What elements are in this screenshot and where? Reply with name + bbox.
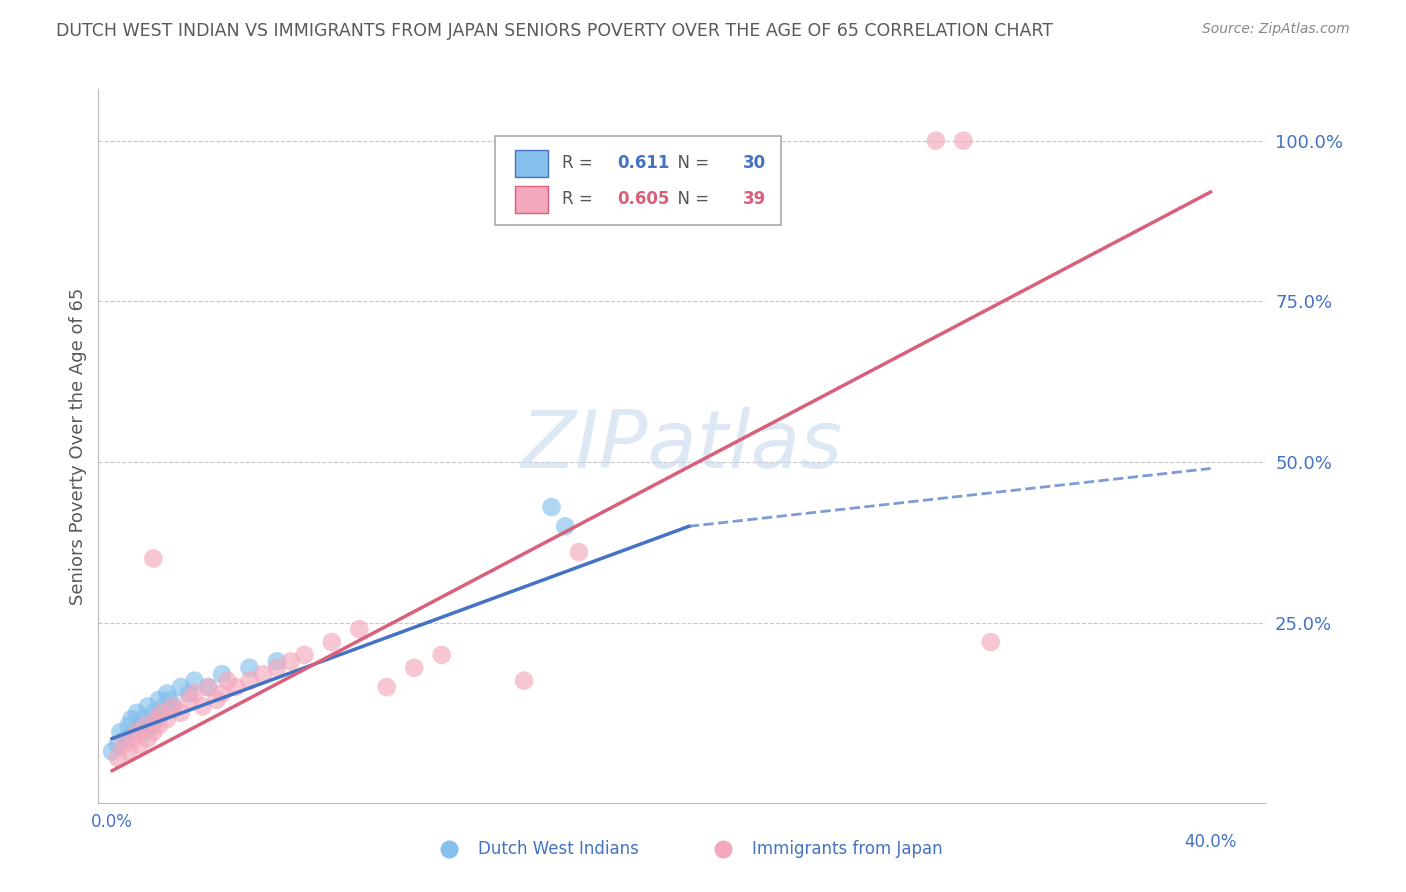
Text: DUTCH WEST INDIAN VS IMMIGRANTS FROM JAPAN SENIORS POVERTY OVER THE AGE OF 65 CO: DUTCH WEST INDIAN VS IMMIGRANTS FROM JAP… [56, 22, 1053, 40]
Point [170, 706, 193, 720]
Point [430, 648, 453, 662]
Text: R =: R = [562, 190, 598, 208]
Point [153, 699, 176, 714]
Point [217, 673, 239, 688]
Text: R =: R = [562, 154, 598, 172]
Text: N =: N = [666, 154, 714, 172]
Point [134, 725, 156, 739]
Text: 30: 30 [742, 154, 766, 172]
Point [117, 719, 139, 733]
Point [375, 680, 398, 694]
Point [122, 725, 145, 739]
Point [191, 699, 214, 714]
Point [148, 693, 170, 707]
Text: N =: N = [666, 190, 714, 208]
Point [122, 731, 145, 746]
Point [266, 654, 288, 668]
Bar [515, 150, 548, 177]
Point [128, 719, 150, 733]
Point [156, 712, 179, 726]
Point [115, 731, 138, 746]
Point [280, 654, 302, 668]
Text: Immigrants from Japan: Immigrants from Japan [752, 840, 942, 858]
Bar [515, 186, 548, 212]
Point [404, 661, 426, 675]
Point [145, 712, 167, 726]
Point [142, 725, 165, 739]
Point [238, 661, 260, 675]
Point [150, 706, 173, 720]
Point [197, 680, 219, 694]
Point [183, 686, 205, 700]
Text: 0.605: 0.605 [617, 190, 671, 208]
Point [159, 693, 181, 707]
Point [136, 731, 159, 746]
Point [107, 751, 129, 765]
Point [211, 686, 233, 700]
Text: 0.611: 0.611 [617, 154, 671, 172]
Y-axis label: Seniors Poverty Over the Age of 65: Seniors Poverty Over the Age of 65 [69, 287, 87, 605]
Point [252, 667, 274, 681]
Point [136, 699, 159, 714]
Point [162, 699, 184, 714]
Point [925, 134, 948, 148]
Point [145, 712, 167, 726]
Point [197, 680, 219, 694]
Point [125, 706, 148, 720]
Text: 39: 39 [742, 190, 766, 208]
Point [292, 648, 315, 662]
Point [177, 686, 200, 700]
Text: 40.0%: 40.0% [1184, 833, 1237, 851]
Point [101, 744, 124, 758]
Point [142, 551, 165, 566]
Point [162, 699, 184, 714]
Point [540, 500, 562, 514]
Point [211, 667, 233, 681]
Point [225, 680, 247, 694]
Point [554, 519, 576, 533]
Point [148, 719, 170, 733]
Point [128, 738, 150, 752]
Point [205, 693, 228, 707]
Point [150, 706, 173, 720]
Point [117, 744, 139, 758]
Point [110, 725, 132, 739]
Text: Dutch West Indians: Dutch West Indians [478, 840, 638, 858]
Point [131, 712, 153, 726]
FancyBboxPatch shape [495, 136, 782, 225]
Text: Source: ZipAtlas.com: Source: ZipAtlas.com [1202, 22, 1350, 37]
Point [321, 635, 343, 649]
Point [183, 673, 205, 688]
Point [125, 725, 148, 739]
Point [134, 719, 156, 733]
Point [568, 545, 591, 559]
Point [513, 673, 536, 688]
Point [349, 622, 371, 636]
Point [112, 738, 135, 752]
Point [238, 673, 260, 688]
Point [107, 738, 129, 752]
Point [177, 693, 200, 707]
Point [170, 680, 193, 694]
Point [156, 686, 179, 700]
Point [266, 661, 288, 675]
Point [980, 635, 1002, 649]
Text: ZIPatlas: ZIPatlas [520, 407, 844, 485]
Point [142, 706, 165, 720]
Point [952, 134, 974, 148]
Point [139, 719, 162, 733]
Point [120, 712, 142, 726]
